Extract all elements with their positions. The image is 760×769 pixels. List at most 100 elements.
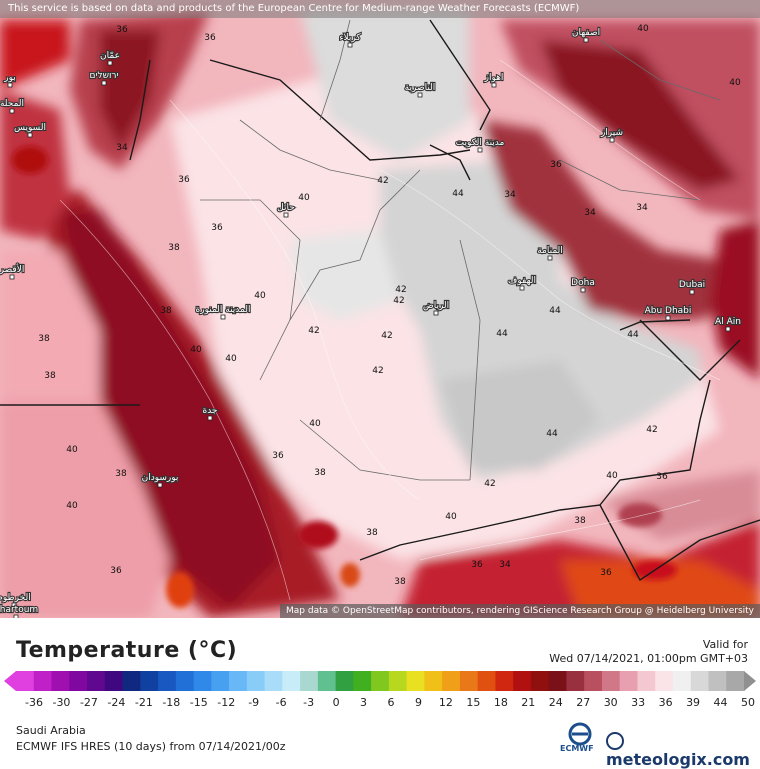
model-run: ECMWF IFS HRES (10 days) from 07/14/2021… xyxy=(16,740,286,753)
colorbar-tick-label: 18 xyxy=(493,696,508,709)
isotherm-label: 40 xyxy=(637,24,649,34)
isotherm-label: 36 xyxy=(204,33,216,43)
colorbar-cell xyxy=(637,671,656,691)
city-marker[interactable]: الهفوف xyxy=(507,275,537,291)
city-marker[interactable]: اصفهان xyxy=(571,27,601,43)
colorbar-cell xyxy=(619,671,638,691)
colorbar-cell xyxy=(229,671,248,691)
city-marker[interactable]: المنامة xyxy=(536,245,564,261)
city-dot-icon xyxy=(547,255,553,261)
city-name: السويس xyxy=(14,123,46,133)
city-dot-icon xyxy=(347,42,353,48)
isotherm-label: 36 xyxy=(656,472,668,482)
isotherm-label: 42 xyxy=(484,479,495,489)
isotherm-label: 36 xyxy=(211,223,223,233)
ecmwf-logo-icon xyxy=(568,722,592,746)
colorbar-cell xyxy=(33,671,53,691)
city-marker[interactable]: مدينة الكويت xyxy=(455,137,506,153)
colorbar-cell xyxy=(317,671,337,691)
city-marker[interactable]: عمّان xyxy=(99,50,121,66)
city-marker[interactable]: المدينة المنورة xyxy=(194,304,252,320)
colorbar-cell xyxy=(87,671,106,691)
city-name: جدة xyxy=(202,406,217,416)
colorbar-cell xyxy=(246,671,266,691)
colorbar-cell xyxy=(16,671,35,691)
isotherm-label: 36 xyxy=(550,160,562,170)
meteologix-logo[interactable]: meteologix.com xyxy=(606,730,760,769)
city-dot-icon xyxy=(13,614,19,618)
colorbar-tick-label: 27 xyxy=(576,696,591,709)
city-dot-icon xyxy=(9,108,15,114)
city-dot-icon xyxy=(101,80,107,86)
city-marker[interactable]: بور xyxy=(2,72,17,88)
city-marker[interactable]: المحلة xyxy=(0,98,25,114)
city-dot-icon xyxy=(11,602,17,608)
country-borders xyxy=(0,19,760,582)
isotherm-label: 38 xyxy=(574,516,586,526)
colorbar-tick-label: 33 xyxy=(631,696,646,709)
colorbar-cell xyxy=(584,671,603,691)
colorbar-tick-label: -24 xyxy=(107,696,126,709)
city-marker[interactable]: Khartoum xyxy=(0,604,39,618)
city-marker[interactable]: الناصرية xyxy=(404,82,436,98)
city-marker[interactable]: ירושלים xyxy=(88,70,120,86)
ecmwf-attribution: This service is based on data and produc… xyxy=(0,0,760,18)
colorbar-tick-label: 3 xyxy=(360,696,368,709)
isotherm-label: 40 xyxy=(445,512,457,522)
isotherm-label: 42 xyxy=(308,326,319,336)
city-marker[interactable]: الأقصر xyxy=(0,262,25,280)
city-name: الناصرية xyxy=(405,83,436,93)
city-marker[interactable]: جدة xyxy=(201,405,219,421)
colorbar-tick-label: -30 xyxy=(52,696,71,709)
legend-footer: Temperature (°C) Valid for Wed 07/14/202… xyxy=(0,618,760,769)
colorbar-cell xyxy=(442,671,461,691)
isotherm-label: 40 xyxy=(225,354,237,364)
city-marker[interactable]: الرياض xyxy=(422,300,450,316)
city-marker[interactable]: Al Ain xyxy=(714,316,742,332)
city-name: المحلة xyxy=(0,99,24,109)
city-marker[interactable]: الخرطوم xyxy=(0,592,32,608)
colorbar-left-arrow xyxy=(4,671,16,691)
isotherm-label: 42 xyxy=(395,285,406,295)
temperature-map[interactable]: 36 36 40 40 34 36 42 44 40 36 38 40 42 42 44 38 42 42 44 44… xyxy=(0,0,760,618)
isotherm-label: 40 xyxy=(298,193,310,203)
colorbar-cell xyxy=(140,671,159,691)
colorbar-cell xyxy=(495,671,514,691)
city-dot-icon xyxy=(583,37,589,43)
isotherm-label: 38 xyxy=(44,371,56,381)
city-dot-icon xyxy=(665,315,671,321)
colorbar-cell xyxy=(193,671,212,691)
colorbar-tick-label: -15 xyxy=(189,696,208,709)
isotherm-label: 38 xyxy=(160,306,172,316)
city-dot-icon xyxy=(417,92,423,98)
city-marker[interactable]: Dubai xyxy=(678,279,706,295)
city-marker[interactable]: شيراز xyxy=(599,127,624,143)
isotherm-label: 38 xyxy=(115,469,127,479)
meteologix-icon xyxy=(606,731,624,750)
city-name: المدينة المنورة xyxy=(196,305,251,315)
colorbar-cell xyxy=(300,671,319,691)
city-marker[interactable]: كربلاء xyxy=(338,32,362,48)
city-name: الهفوف xyxy=(508,276,536,286)
city-marker[interactable]: السويس xyxy=(13,122,47,138)
isotherm-label: 36 xyxy=(116,25,128,35)
colorbar-tick-label: 30 xyxy=(603,696,618,709)
isotherm-label: 40 xyxy=(66,445,78,455)
city-name: عمّان xyxy=(100,51,120,61)
colorbar-cell xyxy=(530,671,550,691)
city-marker[interactable]: بورسودان xyxy=(140,472,180,488)
colorbar-ticks: -36 -30 -27 -24 -21 -18 -15 -12 -9 -6 -3 0 3 6 9 12 15 18… xyxy=(0,696,760,710)
isotherm-lines xyxy=(59,59,721,601)
colorbar-tick-label: -18 xyxy=(162,696,181,709)
colorbar-tick-label: -21 xyxy=(134,696,153,709)
map-data-attribution: Map data © OpenStreetMap contributors, r… xyxy=(280,604,760,618)
colorbar-cell xyxy=(548,671,567,691)
city-marker[interactable]: اهواز xyxy=(483,72,504,88)
city-marker[interactable]: Abu Dhabi xyxy=(643,305,693,321)
isotherm-label: 40 xyxy=(606,471,618,481)
colorbar-tick-label: -36 xyxy=(25,696,43,709)
colorbar-cell xyxy=(353,671,372,691)
city-marker[interactable]: حائل xyxy=(276,202,296,218)
city-marker[interactable]: Doha xyxy=(570,277,596,293)
city-dot-icon xyxy=(283,212,289,218)
